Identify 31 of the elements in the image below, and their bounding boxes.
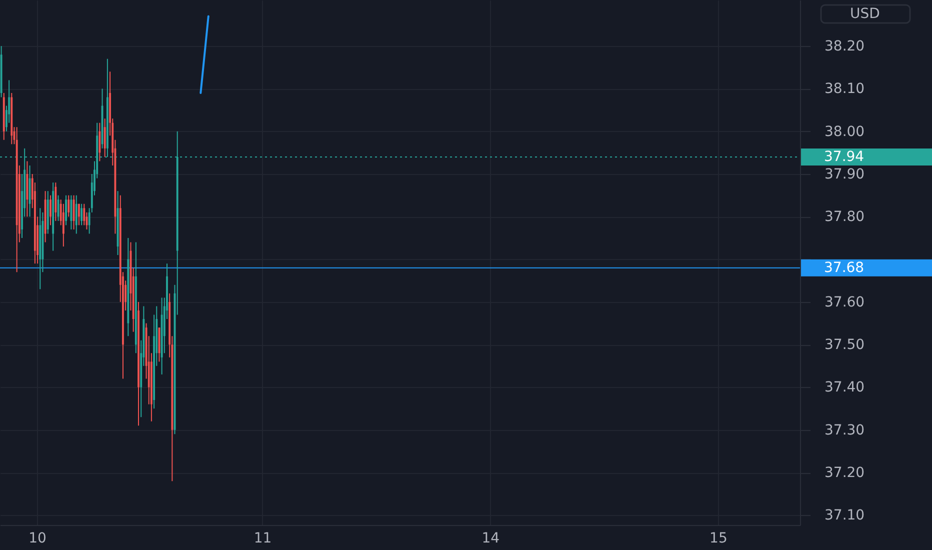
line-series bbox=[200, 15, 210, 94]
candlestick bbox=[104, 118, 106, 158]
candlestick bbox=[50, 194, 52, 226]
y-tick-label: 38.10 bbox=[824, 81, 865, 98]
y-tick-label: 37.20 bbox=[824, 465, 865, 482]
y-tick-label: 37.90 bbox=[824, 166, 865, 183]
candlestick bbox=[72, 194, 75, 230]
candlestick bbox=[75, 194, 78, 234]
candlestick bbox=[68, 194, 70, 218]
candlestick bbox=[62, 203, 64, 248]
ref-line-label: 37.68 bbox=[824, 260, 864, 276]
candlestick bbox=[83, 203, 86, 226]
x-tick-label: 11 bbox=[254, 530, 272, 546]
candlestick bbox=[98, 122, 101, 162]
y-tick-label: 38.00 bbox=[824, 124, 865, 140]
candlestick bbox=[65, 194, 67, 226]
x-tick-label: 14 bbox=[482, 530, 500, 546]
y-tick-label: 37.80 bbox=[824, 209, 865, 226]
candlestick bbox=[70, 194, 72, 230]
candlestick bbox=[78, 203, 80, 226]
text: USD bbox=[850, 6, 880, 22]
y-tick-label: 37.10 bbox=[824, 508, 865, 524]
y-tick-label: 37.60 bbox=[824, 294, 865, 310]
candlestick bbox=[80, 203, 83, 226]
x-tick-label: 15 bbox=[710, 530, 728, 546]
y-tick-label: 37.30 bbox=[824, 422, 865, 438]
y-tick-label: 37.40 bbox=[824, 380, 865, 396]
ref-line-label: 37.94 bbox=[824, 148, 864, 165]
y-tick-label: 38.20 bbox=[824, 38, 865, 55]
y-tick-label: 37.50 bbox=[824, 337, 865, 354]
x-tick-label: 10 bbox=[28, 530, 46, 546]
